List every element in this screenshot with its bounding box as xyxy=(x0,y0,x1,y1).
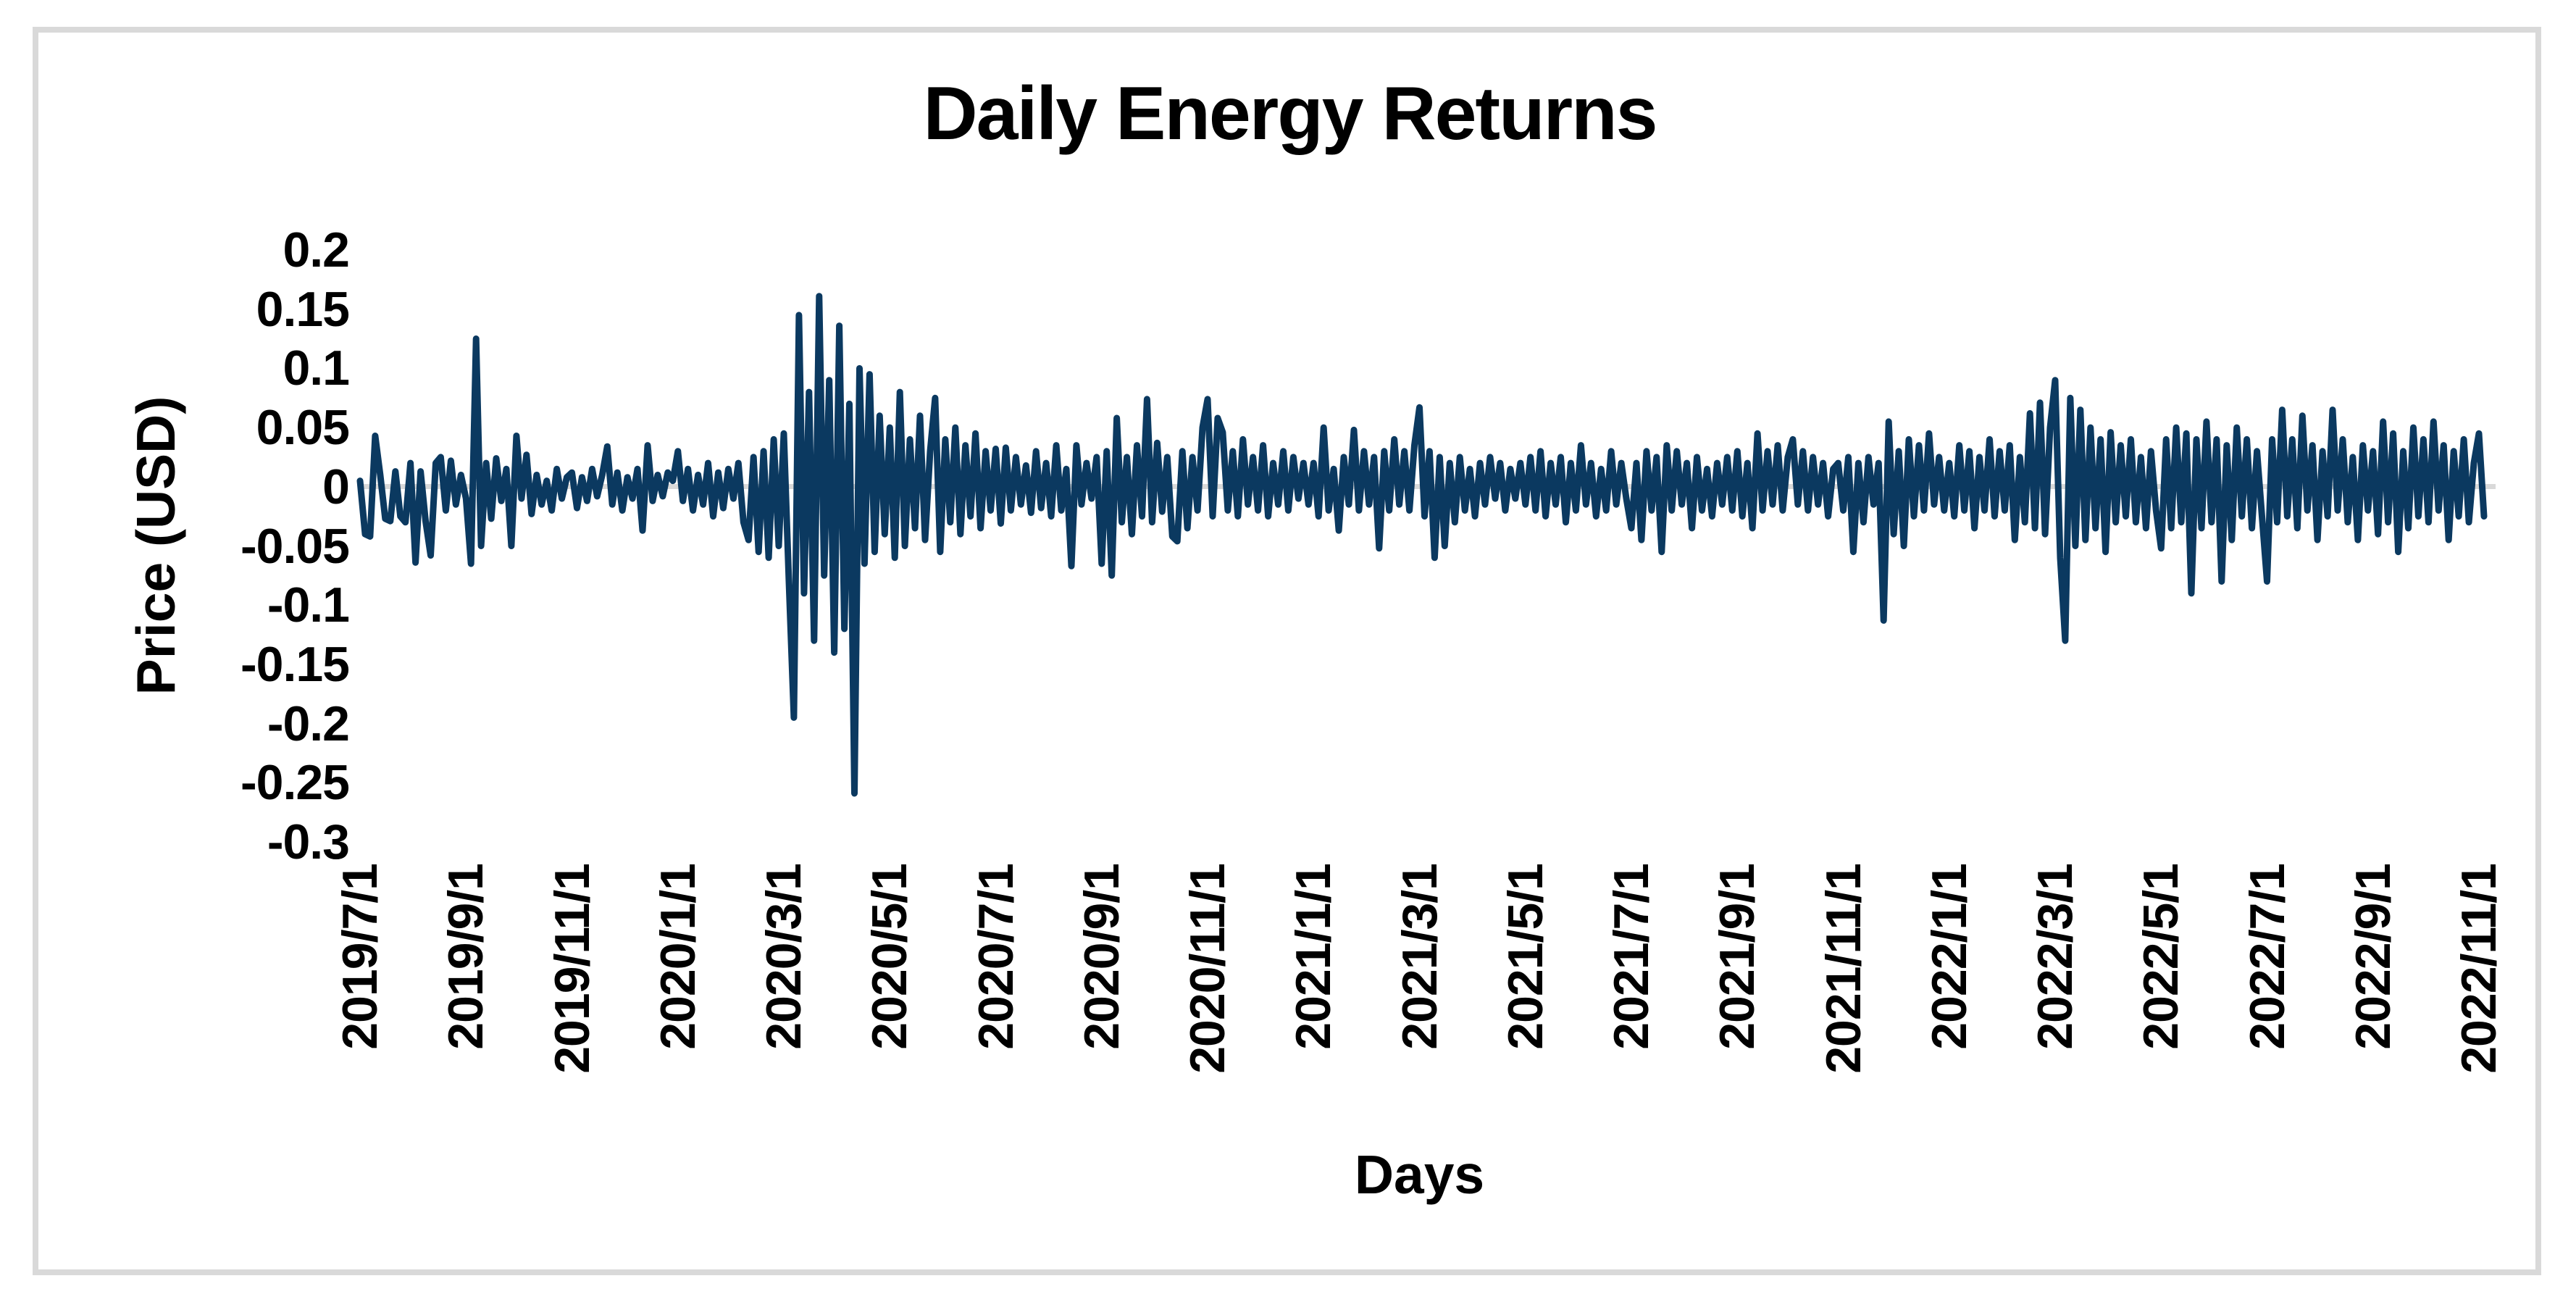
x-tick-label: 2021/7/1 xyxy=(1604,864,1659,1050)
x-tick-label: 2020/11/1 xyxy=(1180,864,1235,1074)
x-axis-title: Days xyxy=(1354,1144,1485,1205)
y-tick-label: -0.3 xyxy=(267,814,350,869)
x-tick-label: 2022/5/1 xyxy=(2133,864,2189,1050)
y-tick-label: -0.05 xyxy=(241,518,350,574)
x-tick-label: 2021/11/1 xyxy=(1815,864,1871,1074)
y-tick-label: -0.15 xyxy=(241,636,350,692)
x-tick-label: 2022/3/1 xyxy=(2028,864,2083,1050)
x-tick-label: 2019/7/1 xyxy=(333,864,388,1050)
x-tick-label: 2020/5/1 xyxy=(862,864,918,1050)
chart-title: Daily Energy Returns xyxy=(923,72,1658,156)
x-tick-label: 2021/3/1 xyxy=(1392,864,1447,1050)
y-tick-label: -0.2 xyxy=(267,696,350,751)
x-tick-label: 2020/9/1 xyxy=(1074,864,1129,1050)
x-tick-label: 2022/1/1 xyxy=(1921,864,1977,1050)
x-tick-label: 2022/11/1 xyxy=(2451,864,2506,1074)
x-tick-label: 2021/5/1 xyxy=(1497,864,1553,1050)
x-tick-label: 2019/11/1 xyxy=(544,864,600,1074)
y-tick-label: 0.2 xyxy=(283,222,350,278)
x-tick-label: 2022/9/1 xyxy=(2345,864,2401,1050)
x-tick-label: 2020/7/1 xyxy=(968,864,1024,1050)
y-tick-label: 0.1 xyxy=(283,341,350,396)
x-tick-label: 2020/3/1 xyxy=(756,864,811,1050)
y-tick-label: 0.05 xyxy=(256,400,350,456)
y-tick-label: -0.25 xyxy=(241,755,350,811)
series-line-energy-returns xyxy=(356,293,2488,797)
x-tick-label: 2021/9/1 xyxy=(1710,864,1765,1050)
x-tick-label: 2020/1/1 xyxy=(650,864,706,1050)
x-tick-label: 2022/7/1 xyxy=(2239,864,2295,1050)
x-tick-label: 2021/1/1 xyxy=(1286,864,1342,1050)
chart-frame xyxy=(33,27,2541,1275)
y-tick-label: 0.15 xyxy=(256,281,350,337)
y-tick-label: -0.1 xyxy=(267,577,350,633)
y-tick-label: 0 xyxy=(322,459,350,514)
x-tick-label: 2019/9/1 xyxy=(438,864,494,1050)
